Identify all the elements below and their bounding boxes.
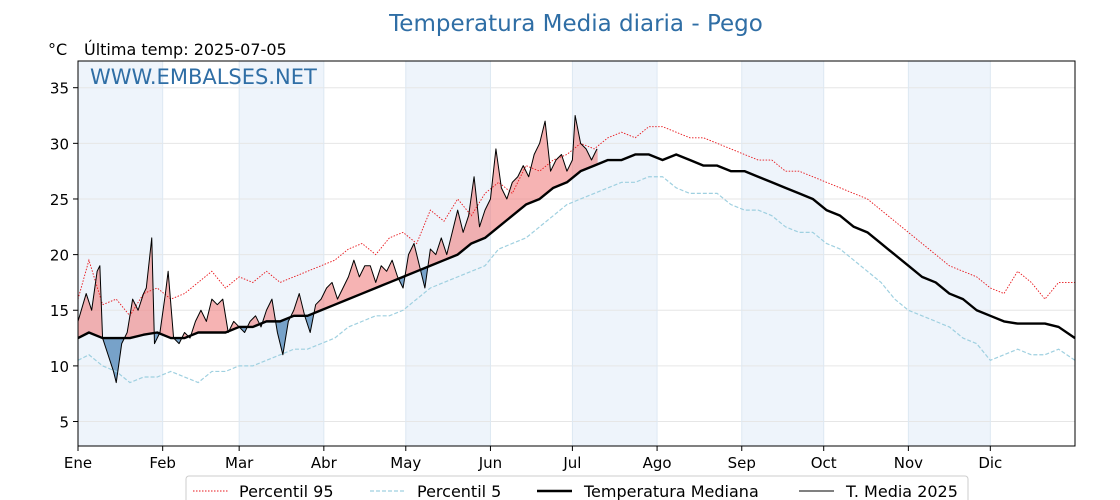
x-axis-ticks: Ene Feb Mar Abr May Jun Jul Ago Sep Oct Nov Dic — [64, 446, 1002, 472]
y-tick-label-25: 25 — [50, 191, 69, 209]
legend-median-label: Temperatura Mediana — [583, 482, 759, 500]
month-band-3 — [572, 61, 658, 446]
x-tick-label-dic: Dic — [978, 454, 1002, 472]
x-tick-label-ago: Ago — [643, 454, 672, 472]
x-tick-label-sep: Sep — [728, 454, 756, 472]
series-line-percentil-5 — [77, 176, 1076, 384]
month-band-4 — [741, 61, 824, 446]
series-line-percentil-95 — [77, 126, 1075, 317]
series-lines — [77, 115, 1076, 384]
chart-title: Temperatura Media diaria - Pego — [388, 11, 763, 37]
x-tick-label-ene: Ene — [64, 454, 92, 472]
y-tick-label-30: 30 — [50, 135, 69, 153]
y-tick-label-5: 5 — [59, 414, 69, 432]
x-tick-label-abr: Abr — [311, 454, 338, 472]
legend-p5-label: Percentil 5 — [417, 482, 501, 500]
legend-current-label: T. Media 2025 — [845, 482, 958, 500]
plot-frame — [77, 60, 1076, 447]
last-temp-subtitle: Última temp: 2025-07-05 — [84, 40, 287, 59]
x-tick-label-nov: Nov — [894, 454, 923, 472]
x-tick-label-jun: Jun — [478, 454, 502, 472]
y-tick-label-35: 35 — [50, 80, 69, 98]
month-bands — [78, 61, 991, 446]
x-tick-label-jul: Jul — [562, 454, 581, 472]
series-line-temperatura-mediana — [77, 153, 1076, 340]
y-tick-label-15: 15 — [50, 302, 69, 320]
y-axis-ticks: 5 10 15 20 25 30 35 — [50, 80, 78, 432]
month-band-0 — [78, 61, 163, 446]
x-tick-label-mar: Mar — [225, 454, 254, 472]
month-band-5 — [908, 61, 991, 446]
month-band-1 — [239, 61, 324, 446]
series-line-t-media-2025 — [77, 115, 598, 384]
legend-p95-label: Percentil 95 — [239, 482, 334, 500]
x-tick-label-may: May — [390, 454, 421, 472]
y-tick-label-10: 10 — [50, 358, 69, 376]
x-tick-label-oct: Oct — [811, 454, 837, 472]
y-unit-label: °C — [48, 40, 67, 59]
x-tick-label-feb: Feb — [149, 454, 176, 472]
watermark: WWW.EMBALSES.NET — [90, 65, 317, 89]
legend-box — [185, 475, 969, 500]
y-tick-label-20: 20 — [50, 247, 69, 265]
legend: Percentil 95 Percentil 5 Temperatura Med… — [185, 475, 969, 500]
